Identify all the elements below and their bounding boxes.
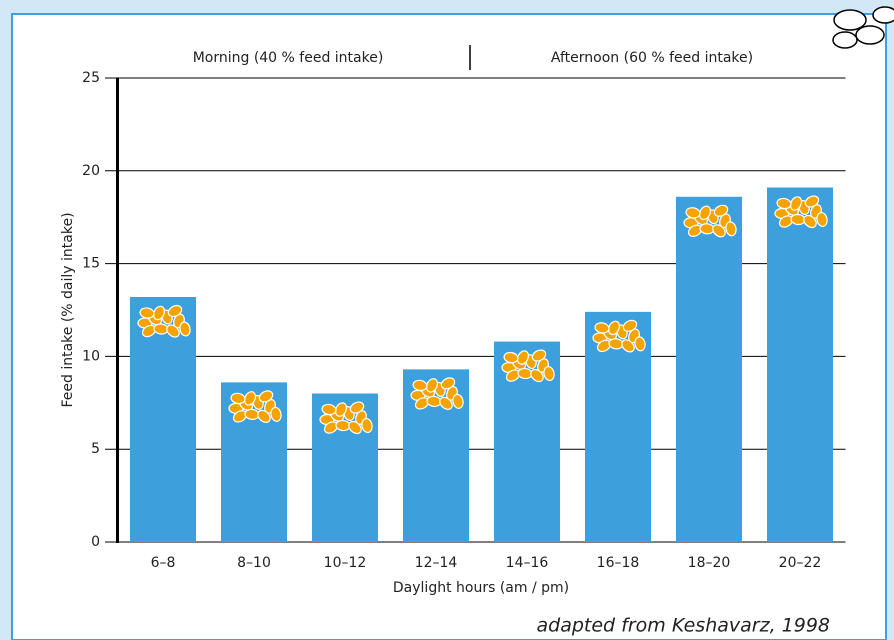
grain-icon	[410, 377, 464, 410]
grain	[816, 211, 828, 228]
grain-icon	[137, 304, 191, 338]
grain	[713, 204, 729, 217]
grain	[531, 349, 547, 362]
x-tick-label: 6–8	[151, 555, 176, 571]
grain	[425, 378, 439, 393]
grain	[803, 214, 817, 229]
grain	[412, 379, 428, 392]
grain	[543, 366, 555, 382]
grain-icon	[501, 349, 555, 383]
grain	[321, 403, 337, 416]
grain	[530, 368, 544, 383]
grain	[594, 322, 610, 334]
grain	[725, 221, 737, 237]
grain	[258, 390, 274, 403]
grain	[257, 409, 271, 423]
grain	[166, 324, 180, 338]
annotation: Morning (40 % feed intake)	[193, 50, 384, 66]
grain	[516, 350, 530, 365]
grain	[621, 339, 635, 353]
grain	[452, 393, 464, 409]
grain	[334, 402, 348, 417]
grain	[152, 305, 166, 321]
grain	[230, 392, 246, 405]
grain	[348, 420, 362, 435]
x-tick-label: 14–16	[506, 555, 549, 571]
grain	[179, 321, 191, 337]
bar	[130, 297, 196, 542]
grain	[167, 304, 183, 318]
grain	[503, 351, 519, 364]
y-tick-label: 20	[82, 163, 100, 179]
grain-icon	[592, 319, 646, 353]
grain	[712, 224, 726, 238]
grain	[361, 417, 373, 434]
grain-icon	[683, 204, 737, 238]
grain	[607, 320, 621, 336]
grain	[698, 205, 712, 221]
x-tick-label: 18–20	[688, 555, 731, 571]
x-tick-label: 12–14	[415, 555, 458, 571]
x-tick-label: 10–12	[324, 555, 367, 571]
x-tick-label: 20–22	[779, 555, 822, 571]
grain	[270, 406, 282, 422]
bar	[767, 187, 833, 542]
grain	[440, 377, 456, 390]
grain	[349, 401, 365, 414]
y-tick-label: 5	[91, 441, 100, 457]
grain	[439, 396, 453, 410]
y-tick-label: 15	[82, 256, 100, 272]
bar	[676, 196, 742, 542]
grain	[634, 336, 646, 352]
y-tick-label: 0	[91, 534, 100, 550]
grain-icon	[228, 390, 282, 423]
y-tick-label: 10	[82, 348, 100, 364]
grain-icon	[319, 401, 373, 435]
grain	[789, 196, 803, 211]
grain	[804, 195, 820, 208]
grain	[139, 307, 155, 319]
source: adapted from Keshavarz, 1998	[537, 615, 830, 637]
annotation: Afternoon (60 % feed intake)	[551, 50, 753, 66]
x-tick-label: 8–10	[237, 555, 271, 571]
grain	[243, 391, 257, 406]
grain	[776, 197, 792, 210]
y-tick-label: 25	[82, 70, 100, 86]
grain	[622, 319, 638, 332]
grain-icon	[774, 195, 828, 229]
grain	[685, 207, 701, 219]
x-axis-label: Daylight hours (am / pm)	[393, 580, 569, 596]
x-tick-label: 16–18	[597, 555, 640, 571]
corner-icon	[832, 6, 894, 49]
y-axis-label: Feed intake (% daily intake)	[60, 212, 76, 407]
